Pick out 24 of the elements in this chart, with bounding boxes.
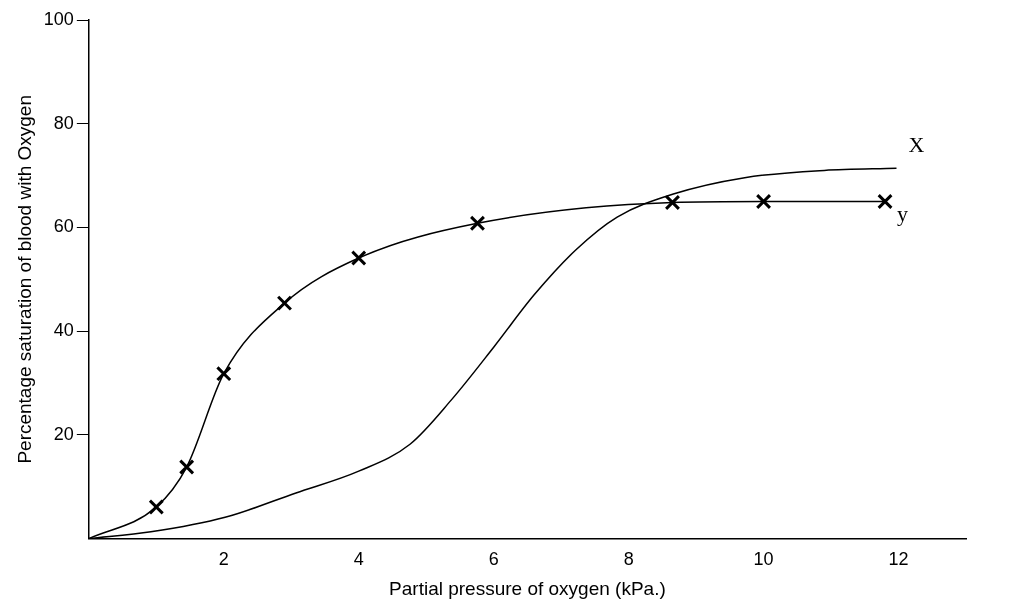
point — [755, 193, 772, 210]
y-axis-title: Percentage saturation of blood with Oxygen — [13, 94, 35, 464]
x-tick-label: 8 — [623, 549, 634, 570]
point — [215, 365, 232, 382]
point — [877, 193, 893, 210]
y-tick-label: 60 — [53, 216, 74, 237]
x-axis-title: Partial pressure of oxygen (kPa.) — [389, 577, 666, 599]
point — [276, 295, 293, 312]
x-tick-label: 4 — [353, 549, 364, 570]
point — [350, 250, 367, 266]
point — [664, 194, 681, 211]
series-label: X — [908, 132, 925, 158]
point — [148, 499, 165, 515]
x-tick-label: 12 — [888, 549, 909, 570]
point — [178, 459, 195, 475]
y-tick-label: 40 — [53, 320, 74, 341]
y-tick-label: 20 — [53, 423, 74, 444]
point — [469, 215, 486, 232]
x-tick-label: 6 — [488, 549, 499, 570]
y-tick-label: 100 — [43, 8, 74, 29]
x-tick-label: 2 — [218, 549, 229, 570]
x-tick-label: 10 — [753, 549, 774, 570]
series-label: y — [897, 201, 909, 227]
y-tick-label: 80 — [53, 112, 74, 133]
